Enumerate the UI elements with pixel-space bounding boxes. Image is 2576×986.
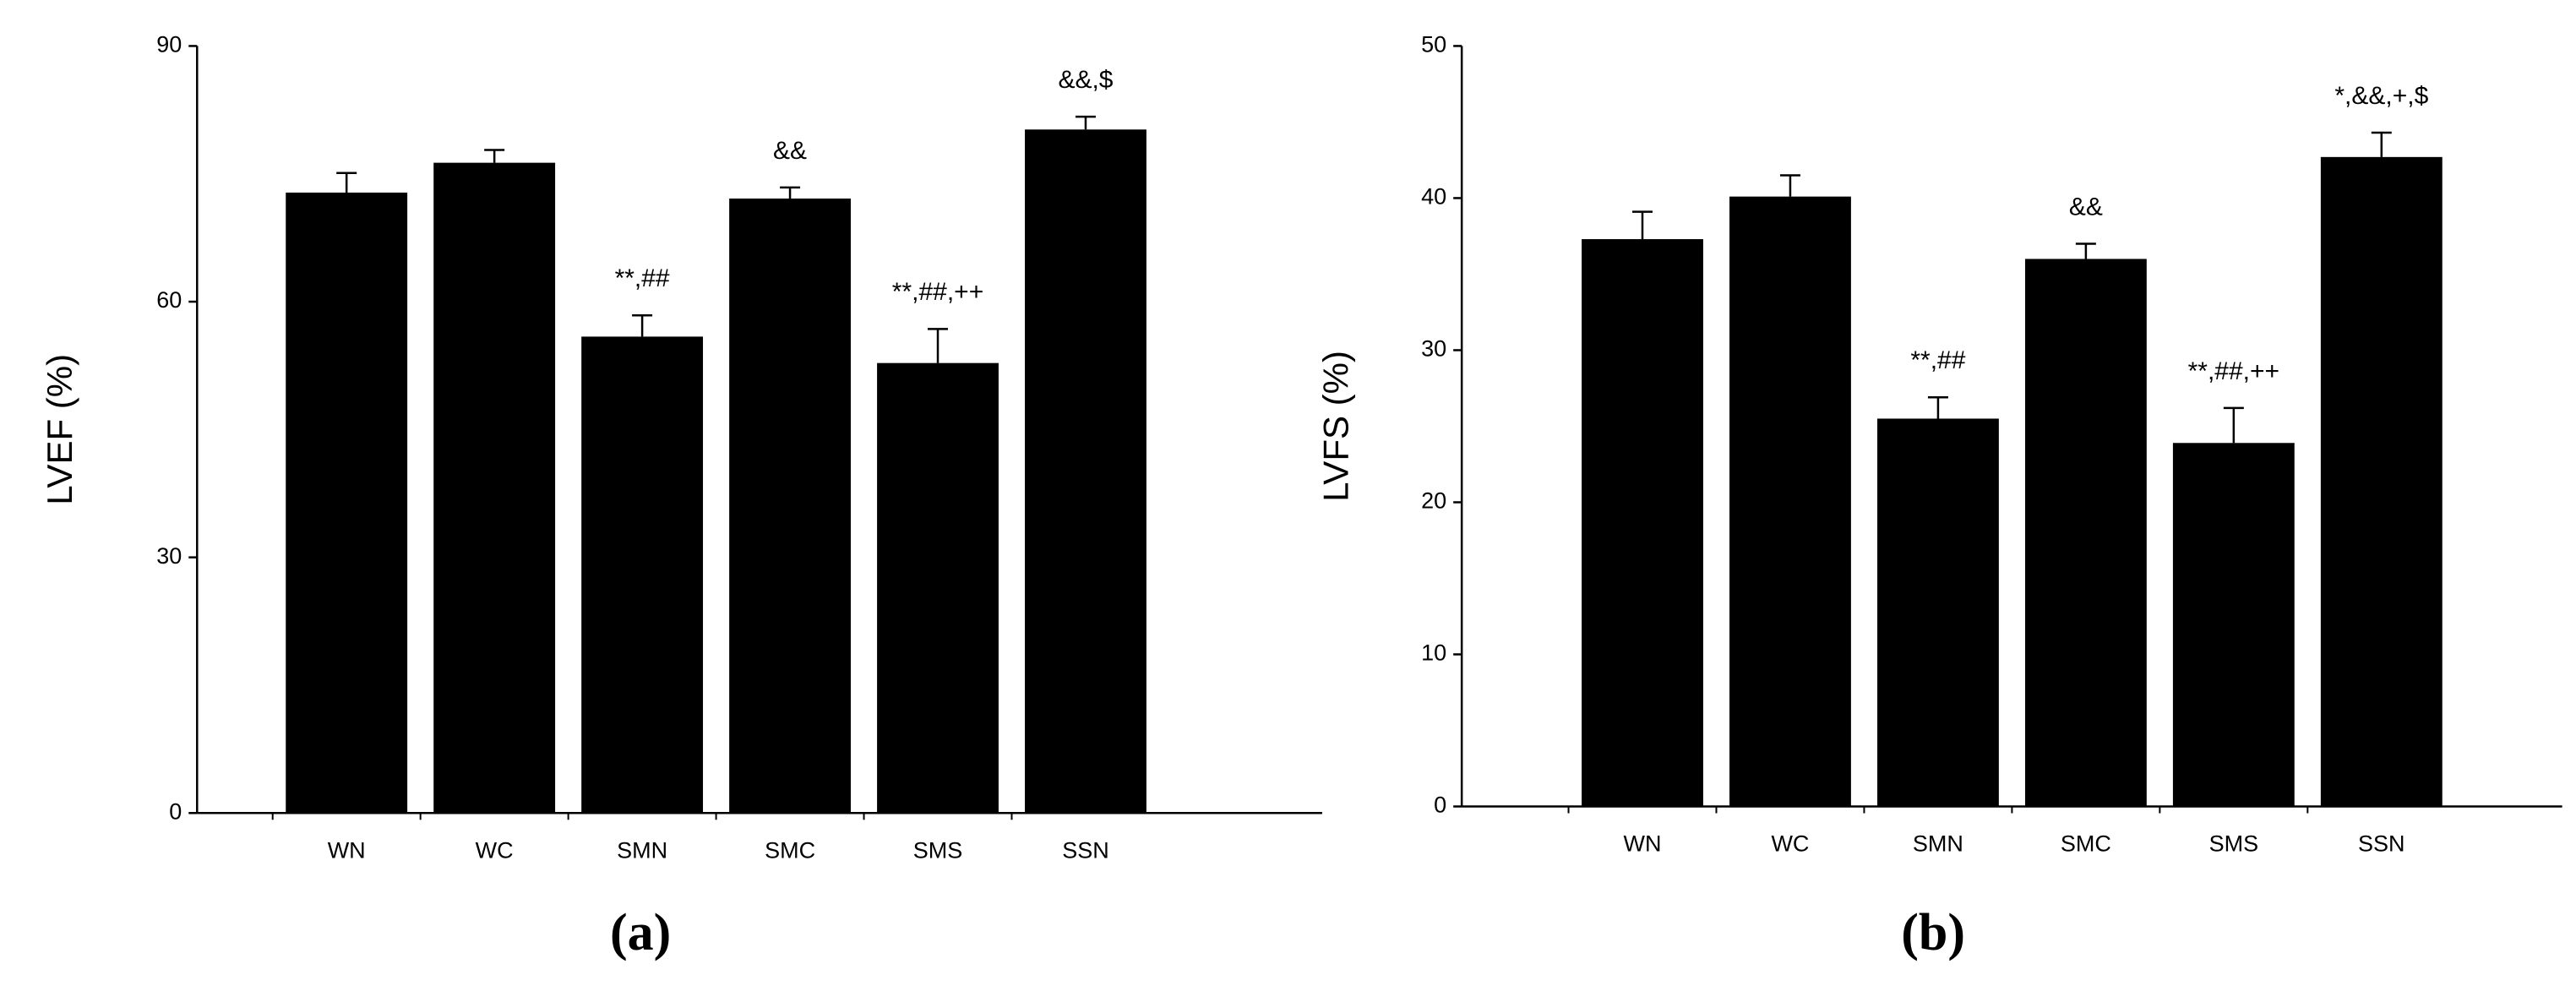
bar (1876, 418, 1999, 807)
y-tick-label: 0 (1434, 793, 1446, 818)
y-tick-label: 40 (1421, 184, 1446, 210)
x-tick-label: WN (1624, 831, 1662, 857)
significance-label: *,&&,+,$ (2334, 82, 2428, 110)
y-tick-label: 30 (1421, 336, 1446, 362)
significance-label: && (773, 137, 807, 165)
significance-label: **,##,++ (892, 278, 983, 306)
significance-label: **,## (1910, 346, 1965, 374)
x-tick-label: SMN (617, 837, 667, 863)
significance-label: &&,$ (1058, 66, 1113, 94)
x-tick-label: SMS (2209, 831, 2259, 857)
y-axis-title: LVFS (%) (1315, 351, 1355, 502)
y-tick-label: 30 (156, 543, 182, 569)
panel-caption: (a) (610, 904, 671, 961)
x-tick-label: SMN (1913, 831, 1963, 857)
bar (729, 198, 851, 814)
significance-label: **,## (615, 264, 670, 292)
bar (286, 192, 408, 814)
bar (1729, 196, 1851, 807)
x-tick-label: SMC (765, 837, 815, 863)
x-tick-label: SSN (1062, 837, 1109, 863)
panel-caption: (b) (1901, 904, 1965, 961)
x-tick-label: SMS (913, 837, 963, 863)
y-tick-label: 50 (1421, 32, 1446, 57)
y-tick-label: 10 (1421, 640, 1446, 666)
x-tick-label: WN (328, 837, 366, 863)
x-tick-label: SMC (2061, 831, 2111, 857)
x-tick-label: SSN (2358, 831, 2405, 857)
y-tick-label: 0 (169, 798, 182, 824)
bar (581, 336, 704, 814)
x-tick-label: WC (476, 837, 514, 863)
y-axis-title: LVEF (%) (40, 354, 79, 505)
bar (433, 162, 556, 814)
bar (1582, 239, 1703, 807)
y-tick-label: 90 (156, 32, 182, 57)
significance-label: **,##,++ (2188, 357, 2279, 385)
bar (2024, 259, 2147, 807)
bar (2320, 156, 2443, 807)
bar (1025, 129, 1146, 814)
x-tick-label: WC (1771, 831, 1809, 857)
y-tick-label: 60 (156, 287, 182, 313)
bar (2172, 443, 2295, 807)
y-tick-label: 20 (1421, 488, 1446, 514)
significance-label: && (2069, 193, 2103, 221)
bar (877, 362, 999, 814)
